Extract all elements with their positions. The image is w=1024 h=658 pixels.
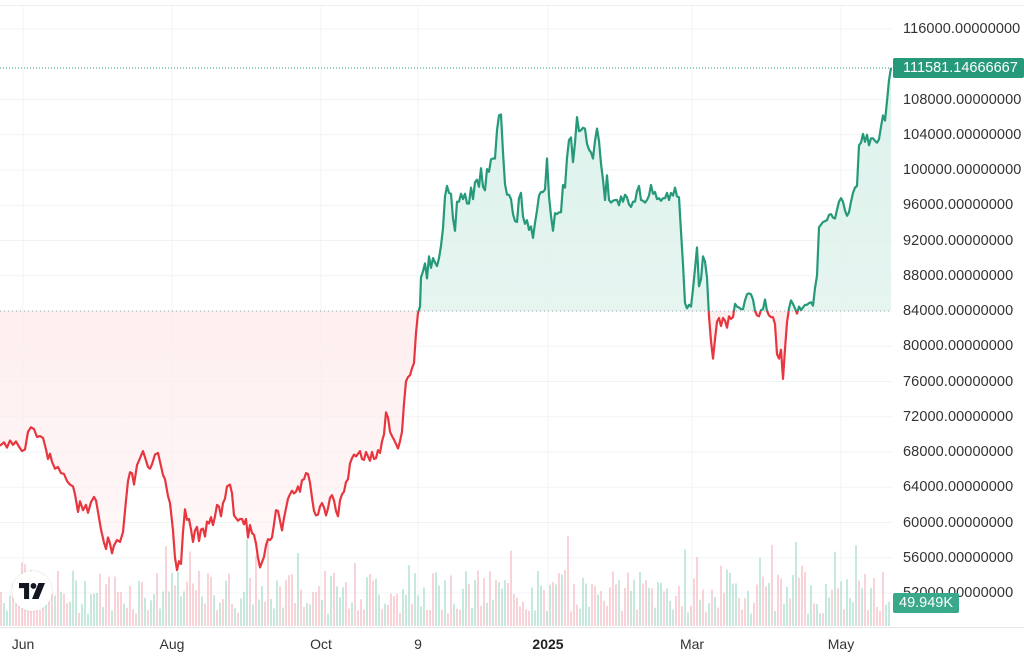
- area-fill-below-baseline: [0, 311, 891, 571]
- volume-badge: 49.949K: [893, 593, 960, 613]
- time-axis-label: May: [827, 636, 855, 652]
- time-axis-label: Mar: [679, 636, 705, 652]
- price-axis-label: 68000.00000000: [903, 444, 1014, 460]
- price-axis-label: 56000.00000000: [903, 549, 1014, 566]
- time-axis-label: Aug: [159, 636, 185, 652]
- time-axis-label: Oct: [310, 636, 332, 652]
- price-axis-label: 116000.00000000: [903, 21, 1021, 37]
- price-axis[interactable]: [892, 6, 1024, 626]
- volume-bars: [0, 535, 890, 626]
- price-axis-label: 100000.00000000: [903, 162, 1022, 178]
- price-line-below: [0, 311, 802, 572]
- time-axis[interactable]: Jun Aug Oct 9 2025 Mar May: [0, 627, 1024, 658]
- time-axis-label: 2025: [532, 636, 564, 652]
- time-axis-label: Jun: [11, 636, 35, 652]
- tradingview-logo-icon: [19, 583, 45, 599]
- price-axis-label: 84000.00000000: [903, 303, 1014, 319]
- price-axis-label: 60000.00000000: [903, 514, 1014, 531]
- area-fill-above-baseline: [0, 67, 891, 311]
- price-axis-label: 72000.00000000: [903, 408, 1014, 425]
- price-axis-label: 88000.00000000: [903, 267, 1014, 284]
- price-axis-label: 76000.00000000: [903, 373, 1014, 390]
- last-price-badge: 111581.14666667: [893, 57, 1024, 78]
- price-axis-label: 92000.00000000: [903, 232, 1014, 249]
- price-axis-label: 108000.00000000: [903, 91, 1022, 108]
- price-axis-label: 80000.00000000: [903, 338, 1014, 355]
- price-line-above: [417, 67, 893, 311]
- price-axis-label: 96000.00000000: [903, 197, 1014, 214]
- price-axis-label: 104000.00000000: [903, 126, 1022, 143]
- time-axis-label: 9: [414, 636, 422, 652]
- price-axis-label: 64000.00000000: [903, 479, 1014, 496]
- tradingview-logo[interactable]: [12, 571, 52, 611]
- chart-top-border: [0, 5, 1024, 6]
